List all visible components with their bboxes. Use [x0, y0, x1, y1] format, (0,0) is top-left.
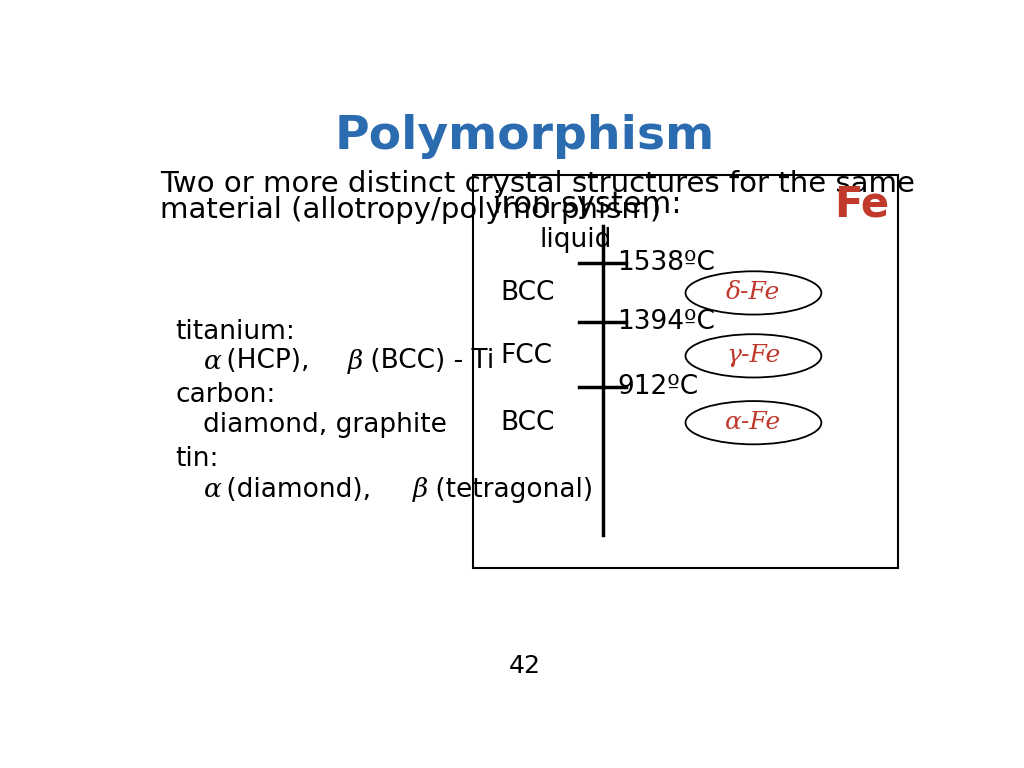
Text: BCC: BCC: [501, 280, 555, 306]
Text: (tetragonal): (tetragonal): [427, 477, 593, 502]
Text: liquid: liquid: [539, 227, 611, 253]
Text: material (allotropy/polymorphism): material (allotropy/polymorphism): [160, 197, 662, 224]
Text: γ-Fe: γ-Fe: [726, 344, 780, 367]
Text: 1394ºC: 1394ºC: [617, 310, 716, 336]
Text: β: β: [413, 477, 428, 502]
Ellipse shape: [685, 271, 821, 315]
Text: Two or more distinct crystal structures for the same: Two or more distinct crystal structures …: [160, 170, 914, 198]
Text: titanium:: titanium:: [176, 319, 296, 345]
Text: (HCP),: (HCP),: [218, 348, 317, 374]
Text: (BCC) - Ti: (BCC) - Ti: [362, 348, 495, 374]
Ellipse shape: [685, 334, 821, 378]
Text: β: β: [347, 349, 362, 374]
Text: α-Fe: α-Fe: [725, 411, 781, 434]
Text: Polymorphism: Polymorphism: [335, 114, 715, 159]
Text: 1538ºC: 1538ºC: [617, 250, 716, 276]
Text: α: α: [204, 349, 221, 374]
Ellipse shape: [685, 401, 821, 445]
Text: BCC: BCC: [501, 409, 555, 435]
Text: iron system:: iron system:: [494, 190, 682, 219]
Text: Fe: Fe: [835, 184, 890, 226]
Text: 912ºC: 912ºC: [617, 374, 698, 400]
Text: tin:: tin:: [176, 445, 219, 472]
Text: diamond, graphite: diamond, graphite: [204, 412, 447, 438]
FancyBboxPatch shape: [473, 175, 898, 568]
Text: FCC: FCC: [501, 343, 553, 369]
Text: 42: 42: [509, 654, 541, 678]
Text: α: α: [204, 477, 221, 502]
Text: δ-Fe: δ-Fe: [726, 281, 780, 304]
Text: carbon:: carbon:: [176, 382, 276, 408]
Text: (diamond),: (diamond),: [218, 477, 380, 502]
